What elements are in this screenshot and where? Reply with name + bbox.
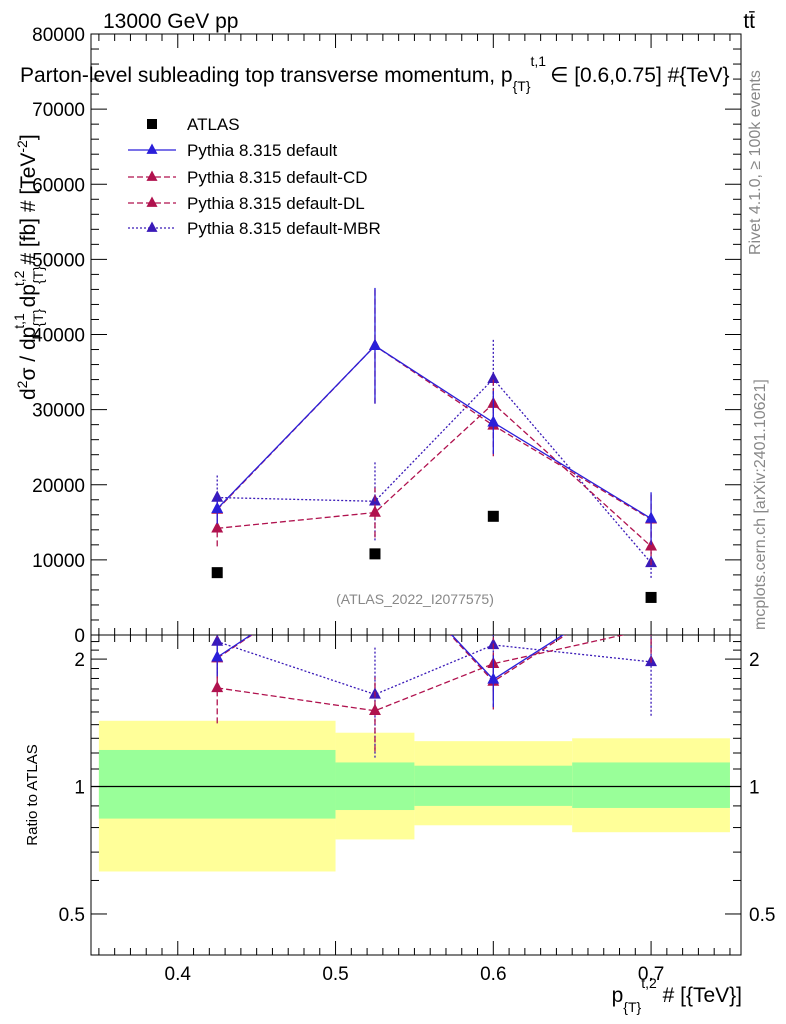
legend-marker-pythia-8-315-default xyxy=(146,143,158,154)
main-plot-marks xyxy=(211,287,658,603)
series-point-pythia-8-315-default xyxy=(211,501,224,513)
y-tick-label: 0 xyxy=(74,626,85,647)
inner-uncertainty-band xyxy=(98,749,336,819)
ratio-tick-label: 0.5 xyxy=(59,905,85,926)
ratio-point-pythia-8-315-default xyxy=(211,650,224,662)
x-axis-label: p{T}t,2 # [{TeV}] xyxy=(612,975,742,1015)
series-point-pythia-8-315-default xyxy=(369,338,381,350)
main-axis-ticks: 0 10000 20000 30000 40000 50000 60000 70000 8000… xyxy=(32,25,741,647)
atlas-data-point xyxy=(645,591,657,603)
series-point-pythia-8-315-default xyxy=(645,511,658,523)
legend: ATLAS Pythia 8.315 default Pythia 8.315 de… xyxy=(128,115,381,238)
series-point-pythia-8-315-default-mbr xyxy=(487,371,500,384)
series-line-pythia-8-315-default-dl xyxy=(216,344,652,520)
x-tick-label: 0.7 xyxy=(638,964,664,985)
energy-label: 13000 GeV pp xyxy=(103,10,238,33)
series-point-pythia-8-315-default-cd xyxy=(369,505,381,517)
atlas-data-point xyxy=(369,548,381,560)
legend-marker-pythia-8-315-default-cd xyxy=(146,170,158,181)
legend-label-pythia-8-315-default-cd: Pythia 8.315 default-CD xyxy=(187,168,368,187)
y-tick-label: 50000 xyxy=(32,250,85,271)
y-tick-label: 20000 xyxy=(32,476,85,497)
y-tick-label: 60000 xyxy=(32,175,85,196)
ratio-point-pythia-8-315-default-cd xyxy=(211,680,224,693)
ratio-line-pythia-8-315-default-cd xyxy=(217,635,626,712)
ratio-line-pythia-8-315-default-dl xyxy=(216,635,567,683)
x-tick-label: 0.4 xyxy=(165,964,192,985)
series-point-pythia-8-315-default xyxy=(487,415,500,427)
ratio-tick-label: 1 xyxy=(74,778,85,799)
ratio-uncertainty-bands xyxy=(91,720,741,872)
ratio-plot-marks xyxy=(211,573,658,758)
y-tick-label: 10000 xyxy=(32,551,85,572)
ratio-tick-label: 2 xyxy=(749,650,760,671)
series-line-pythia-8-315-default xyxy=(216,344,652,520)
series-point-pythia-8-315-default-cd xyxy=(211,521,224,533)
legend-label-pythia-8-315-default-dl: Pythia 8.315 default-DL xyxy=(187,194,365,213)
ratio-axis-ticks: 0.4 0.5 0.6 0.7 0.5 0.5 1 1 2 2 xyxy=(59,635,775,985)
ratio-line-pythia-8-315-default xyxy=(216,635,565,681)
y-tick-label: 30000 xyxy=(32,401,85,422)
legend-label-pythia-8-315-default: Pythia 8.315 default xyxy=(187,141,338,160)
y-tick-label: 40000 xyxy=(32,326,85,347)
x-tick-label: 0.6 xyxy=(480,964,506,985)
mcplots-label: mcplots.cern.ch [arXiv:2401.10621] xyxy=(752,379,769,630)
rivet-version-label: Rivet 4.1.0, ≥ 100k events xyxy=(747,70,764,255)
series-line-pythia-8-315-default-mbr xyxy=(217,377,652,564)
ratio-line-pythia-8-315-default-mbr xyxy=(217,640,652,696)
legend-marker-pythia-8-315-default-dl xyxy=(146,196,158,207)
legend-marker-pythia-8-315-default-mbr xyxy=(146,221,158,232)
ratio-axis-label: Ratio to ATLAS xyxy=(24,744,41,845)
ratio-panel: 0.4 0.5 0.6 0.7 0.5 0.5 1 1 2 2 xyxy=(59,573,775,985)
inner-uncertainty-band xyxy=(414,765,573,806)
x-tick-label: 0.5 xyxy=(322,964,348,985)
ratio-tick-label: 2 xyxy=(74,650,85,671)
legend-label-atlas: ATLAS xyxy=(187,115,240,134)
ratio-point-pythia-8-315-default-cd xyxy=(369,703,381,715)
analysis-watermark: (ATLAS_2022_I2077575) xyxy=(336,591,494,607)
atlas-data-point xyxy=(487,510,499,522)
atlas-data-point xyxy=(211,567,223,579)
plot-title: Parton-level subleading top transverse m… xyxy=(20,53,730,94)
ratio-panel-frame xyxy=(90,634,742,956)
main-panel: 0 10000 20000 30000 40000 50000 60000 70000 8000… xyxy=(32,25,742,647)
y-axis-label: d2σ / dp{T}t,1 dp{T}t,2 # [fb] # [TeV-2] xyxy=(11,134,46,400)
y-tick-label: 80000 xyxy=(32,25,85,46)
process-label: tt̄ xyxy=(743,10,755,33)
ratio-tick-label: 1 xyxy=(749,778,760,799)
inner-uncertainty-band xyxy=(572,762,730,808)
ratio-point-pythia-8-315-default xyxy=(487,672,500,684)
ratio-point-pythia-8-315-default-dl xyxy=(645,573,657,584)
series-line-pythia-8-315-default-cd xyxy=(217,402,652,547)
y-tick-label: 70000 xyxy=(32,100,85,121)
legend-marker-atlas xyxy=(147,119,157,129)
legend-label-pythia-8-315-default-mbr: Pythia 8.315 default-MBR xyxy=(187,219,381,238)
ratio-tick-label: 0.5 xyxy=(749,905,775,926)
